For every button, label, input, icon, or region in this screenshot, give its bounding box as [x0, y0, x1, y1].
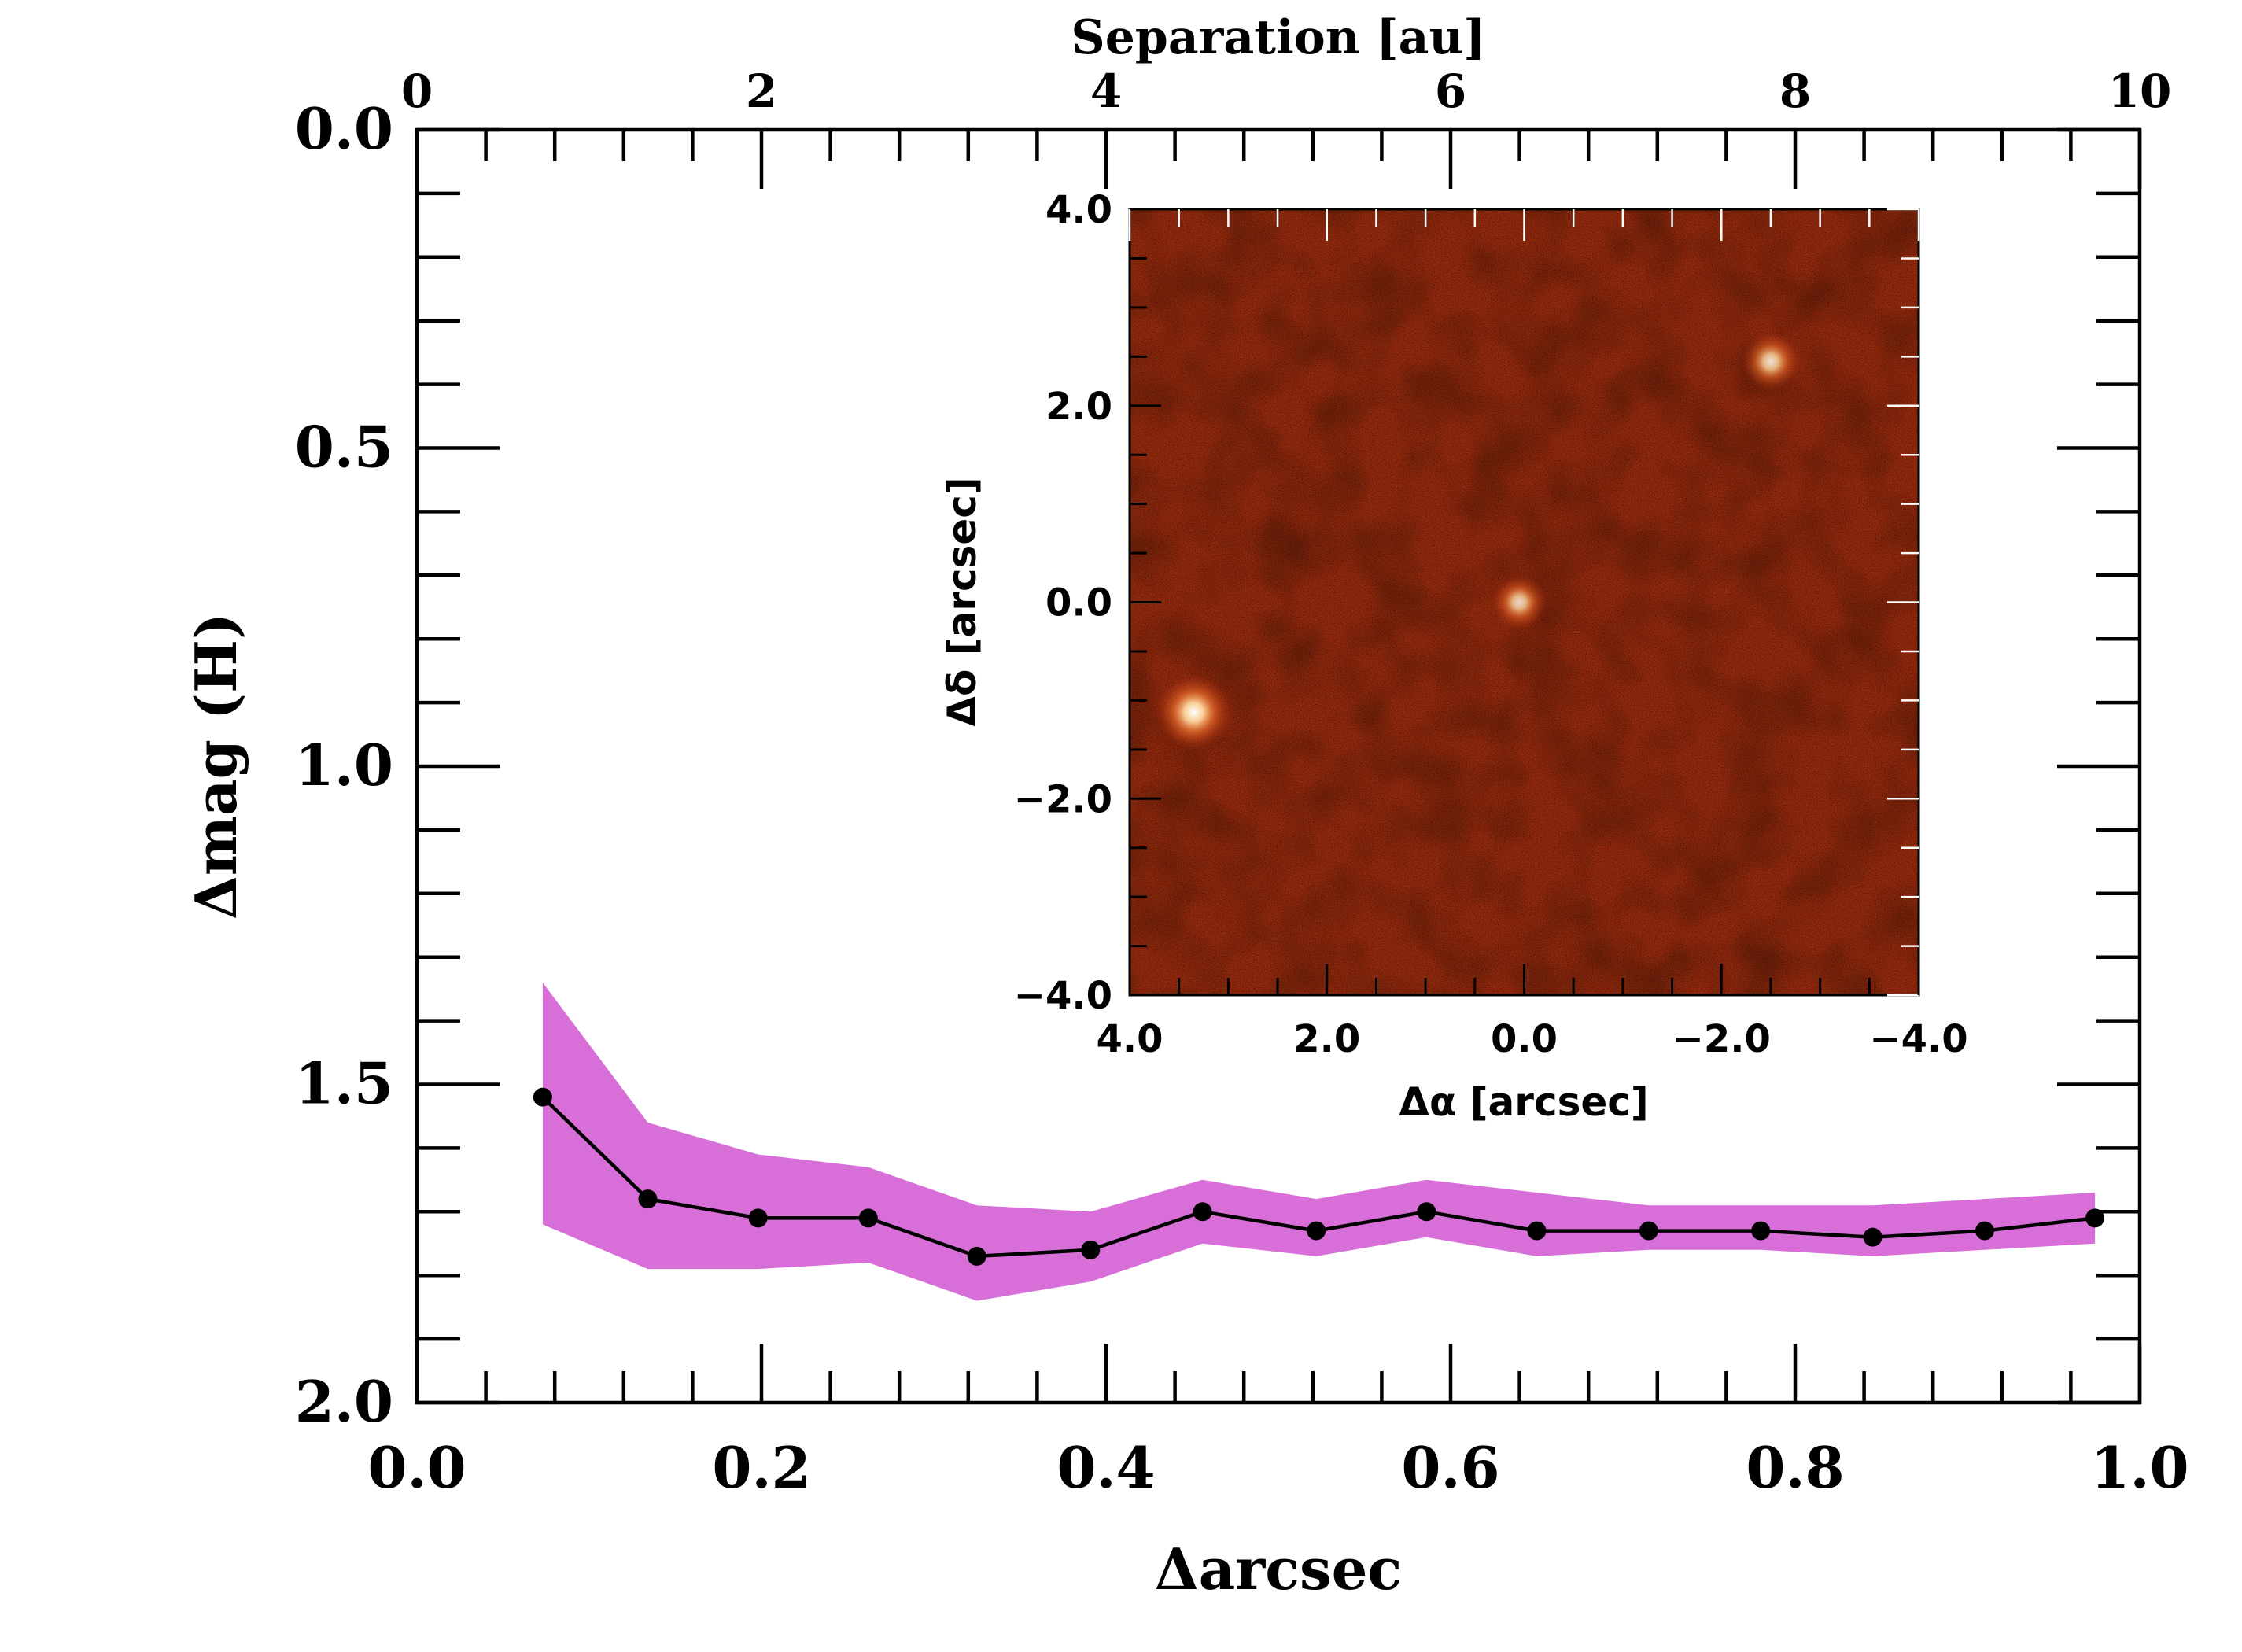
- data-point: [1193, 1202, 1212, 1222]
- contrast-curve-plot: 0.0 0.2 0.4 0.6 0.8 1.0 0.0 0.5 1.0 1.5 2.0 0 2 4 6 8…: [183, 10, 2189, 1602]
- data-point: [1417, 1202, 1436, 1222]
- y-tick-label: 2.0: [295, 1368, 393, 1435]
- inset-x-tick-label: 0.0: [1491, 1017, 1558, 1061]
- top-x-tick-label: 4: [1090, 65, 1122, 118]
- data-point: [748, 1208, 768, 1228]
- inset-y-tick-label: 2.0: [1045, 385, 1112, 429]
- data-point: [1307, 1221, 1326, 1241]
- contrast-curve-points: [533, 1087, 2105, 1266]
- inset-y-tick-label: −2.0: [1014, 777, 1112, 821]
- inset-x-axis-title: Δα [arcsec]: [1399, 1079, 1649, 1125]
- y-tick-label: 0.5: [295, 414, 393, 481]
- x-tick-label: 0.8: [1746, 1434, 1844, 1501]
- x-tick-label: 1.0: [2090, 1434, 2189, 1501]
- top-x-axis-title: Separation [au]: [1071, 10, 1485, 65]
- inset-x-tick-labels: 4.0 2.0 0.0 −2.0 −4.0: [1096, 1017, 1967, 1061]
- x-tick-label: 0.6: [1401, 1434, 1499, 1501]
- x-axis-title: Δarcsec: [1155, 1536, 1402, 1602]
- main-axis-ticks: [415, 127, 2142, 1405]
- top-x-tick-label: 10: [2108, 65, 2172, 118]
- inset-axis-ticks: [1128, 208, 1920, 997]
- y-axis-title: Δmag (H): [183, 613, 249, 920]
- top-x-tick-label: 2: [746, 65, 777, 118]
- contrast-uncertainty-band: [542, 983, 2096, 1301]
- inset-y-tick-labels: 4.0 2.0 0.0 −2.0 −4.0: [1014, 188, 1112, 1018]
- top-x-tick-labels: 0 2 4 6 8 10: [401, 65, 2172, 118]
- x-tick-label: 0.0: [367, 1434, 466, 1501]
- top-x-tick-label: 6: [1435, 65, 1466, 118]
- data-point: [533, 1087, 552, 1107]
- inset-source: [1492, 575, 1547, 629]
- data-point: [858, 1208, 878, 1228]
- data-point: [1863, 1227, 1882, 1247]
- inset-x-tick-label: 4.0: [1096, 1017, 1163, 1061]
- inset-x-tick-label: −4.0: [1869, 1017, 1967, 1061]
- data-point: [1975, 1221, 1994, 1241]
- inset-y-axis-title: Δδ [arcsec]: [939, 477, 985, 727]
- data-point: [638, 1189, 658, 1209]
- inset-y-tick-label: 4.0: [1045, 188, 1112, 232]
- x-tick-label: 0.4: [1056, 1434, 1155, 1501]
- inset-y-tick-label: −4.0: [1014, 974, 1112, 1018]
- inset-source: [1156, 674, 1232, 750]
- inset-sources: [1156, 332, 1801, 750]
- data-point: [967, 1246, 986, 1266]
- inset-image-panel: 4.0 2.0 0.0 −2.0 −4.0 4.0 2.0 0.0 −2.0 −4.0 Δα […: [939, 188, 1968, 1125]
- inset-y-tick-label: 0.0: [1045, 581, 1112, 625]
- inset-x-tick-label: −2.0: [1672, 1017, 1771, 1061]
- bottom-x-tick-labels: 0.0 0.2 0.4 0.6 0.8 1.0: [367, 1434, 2189, 1501]
- data-point: [1081, 1240, 1101, 1259]
- x-tick-label: 0.2: [712, 1434, 810, 1501]
- y-tick-label: 0.0: [295, 95, 393, 162]
- data-point: [1527, 1221, 1547, 1241]
- top-x-tick-label: 8: [1779, 65, 1811, 118]
- y-tick-labels: 0.0 0.5 1.0 1.5 2.0: [295, 95, 393, 1435]
- inset-source: [1741, 332, 1801, 392]
- data-point: [1639, 1221, 1658, 1241]
- y-tick-label: 1.5: [295, 1050, 393, 1117]
- y-tick-label: 1.0: [295, 732, 393, 798]
- data-point: [1751, 1221, 1771, 1241]
- inset-x-tick-label: 2.0: [1293, 1017, 1360, 1061]
- top-x-tick-label: 0: [401, 65, 433, 118]
